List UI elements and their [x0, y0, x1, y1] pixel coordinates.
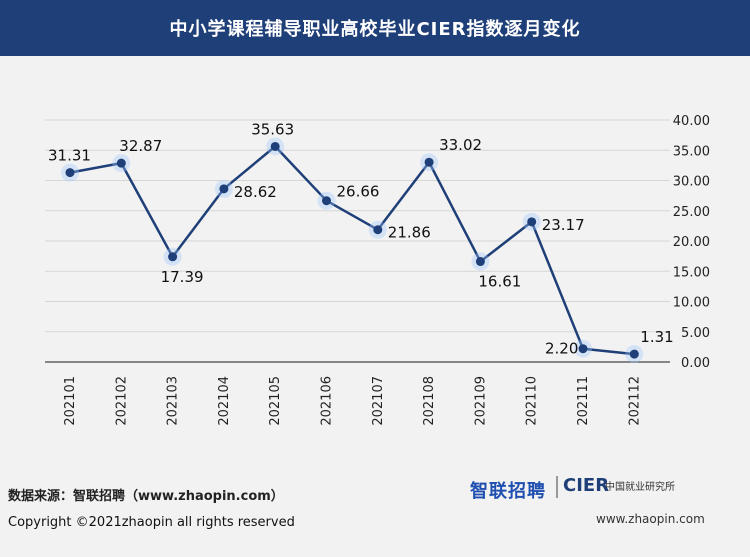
x-tick-label: 202110: [525, 376, 540, 426]
x-tick-label: 202109: [473, 376, 488, 426]
data-point: [629, 349, 639, 359]
y-tick-label: 20.00: [673, 235, 710, 250]
data-point: [475, 257, 485, 267]
data-point: [424, 157, 434, 167]
y-tick-label: 40.00: [673, 114, 710, 129]
x-tick-label: 202112: [627, 376, 642, 426]
site-url: www.zhaopin.com: [596, 512, 705, 526]
x-tick-layer: 202101 202102 202103 202104 202105 202106 2021…: [63, 376, 642, 426]
title-bar: 中小学课程辅导职业高校毕业CIER指数逐月变化: [0, 0, 750, 56]
y-tick-label: 15.00: [673, 265, 710, 280]
grid-layer: [45, 119, 670, 363]
data-label: 28.62: [234, 183, 277, 201]
x-tick-label: 202103: [166, 376, 181, 426]
data-label: 21.86: [388, 224, 431, 242]
y-tick-label: 0.00: [681, 356, 710, 371]
x-tick-label: 202106: [320, 376, 335, 426]
data-label: 32.87: [119, 137, 162, 155]
line-chart: 31.31 32.87 17.39 28.62 35.63 26.66 21.86 33.02…: [45, 114, 710, 426]
source-note: 数据来源：智联招聘（www.zhaopin.com）: [8, 489, 284, 504]
y-tick-label: 5.00: [681, 326, 710, 341]
data-label: 1.31: [640, 328, 673, 346]
cier-logo-subtitle: 中国就业研究所: [605, 482, 675, 493]
data-point-layer: [61, 137, 644, 364]
y-tick-label: 10.00: [673, 296, 710, 311]
x-tick-label: 202111: [576, 376, 591, 426]
series-line-layer: [69, 145, 635, 356]
zhaopin-logo: 智联招聘: [470, 481, 546, 502]
chart-title: 中小学课程辅导职业高校毕业CIER指数逐月变化: [169, 19, 581, 40]
data-point: [116, 158, 126, 168]
y-tick-label: 35.00: [673, 144, 710, 159]
data-point: [578, 344, 588, 354]
y-tick-layer: 40.00 35.00 30.00 25.00 20.00 15.00 10.00 5.00 0…: [673, 114, 710, 371]
data-point: [373, 225, 383, 235]
y-tick-label: 30.00: [673, 175, 710, 190]
data-point: [527, 217, 537, 227]
data-label: 35.63: [251, 120, 294, 138]
data-label: 33.02: [439, 136, 482, 154]
data-label: 23.17: [542, 216, 585, 234]
y-tick-label: 25.00: [673, 205, 710, 220]
data-point: [270, 141, 280, 151]
x-tick-label: 202108: [422, 376, 437, 426]
series-line: [69, 145, 635, 356]
data-point: [65, 168, 75, 178]
data-label: 17.39: [161, 268, 204, 286]
x-tick-label: 202104: [217, 376, 232, 426]
data-label: 26.66: [337, 183, 380, 201]
data-point: [168, 252, 178, 262]
data-label: 2.20: [545, 340, 578, 358]
data-label-layer: 31.31 32.87 17.39 28.62 35.63 26.66 21.86 33.02…: [48, 120, 674, 357]
data-point: [322, 196, 331, 206]
data-label: 31.31: [48, 147, 91, 165]
x-tick-label: 202101: [63, 376, 78, 426]
data-label: 16.61: [478, 273, 521, 291]
data-point: [219, 184, 229, 194]
logo-divider: [556, 476, 558, 498]
copyright-text: Copyright ©2021zhaopin all rights reserv…: [8, 515, 295, 530]
cier-logo: CIER: [563, 475, 610, 496]
x-tick-label: 202105: [268, 376, 283, 426]
x-tick-label: 202102: [114, 376, 129, 426]
x-tick-label: 202107: [371, 376, 386, 426]
